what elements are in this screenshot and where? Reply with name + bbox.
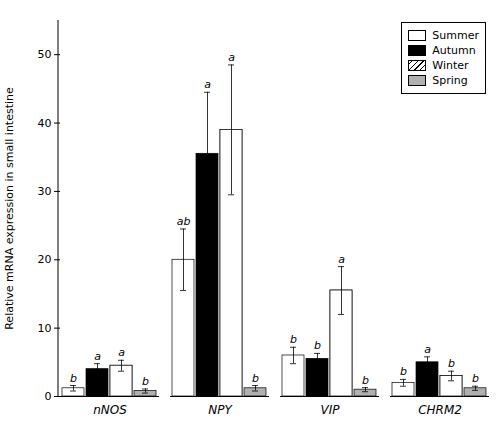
svg-text:a: a (118, 346, 125, 359)
svg-text:20: 20 (38, 253, 52, 266)
html-text:Summer: Summer (432, 29, 479, 42)
svg-text:b: b (400, 365, 407, 378)
svg-text:NPY: NPY (208, 403, 233, 417)
svg-text:VIP: VIP (321, 403, 341, 417)
svg-text:b: b (142, 375, 149, 388)
svg-text:40: 40 (38, 117, 52, 130)
svg-text:a: a (424, 343, 431, 356)
svg-text:b: b (70, 372, 77, 385)
svg-text:b: b (448, 357, 455, 370)
html-text:Autumn: Autumn (432, 44, 476, 57)
svg-text:b: b (314, 339, 321, 352)
html-text:Spring: Spring (432, 74, 468, 87)
svg-text:b: b (252, 372, 259, 385)
svg-text:a: a (204, 78, 211, 91)
svg-text:50: 50 (38, 48, 52, 61)
svg-text:0: 0 (45, 390, 52, 403)
svg-text:nNOS: nNOS (93, 403, 127, 417)
svg-text:a: a (94, 350, 101, 363)
svg-text:30: 30 (38, 185, 52, 198)
svg-text:Relative mRNA expression in sm: Relative mRNA expression in small intest… (3, 87, 16, 330)
svg-text:a: a (228, 51, 235, 64)
svg-text:b: b (290, 333, 297, 346)
svg-text:ab: ab (177, 215, 191, 228)
svg-text:b: b (362, 374, 369, 387)
html-text:Winter: Winter (432, 59, 469, 72)
svg-text:10: 10 (38, 322, 52, 335)
svg-text:CHRM2: CHRM2 (418, 403, 462, 417)
svg-text:b: b (472, 372, 479, 385)
svg-text:a: a (338, 253, 345, 266)
